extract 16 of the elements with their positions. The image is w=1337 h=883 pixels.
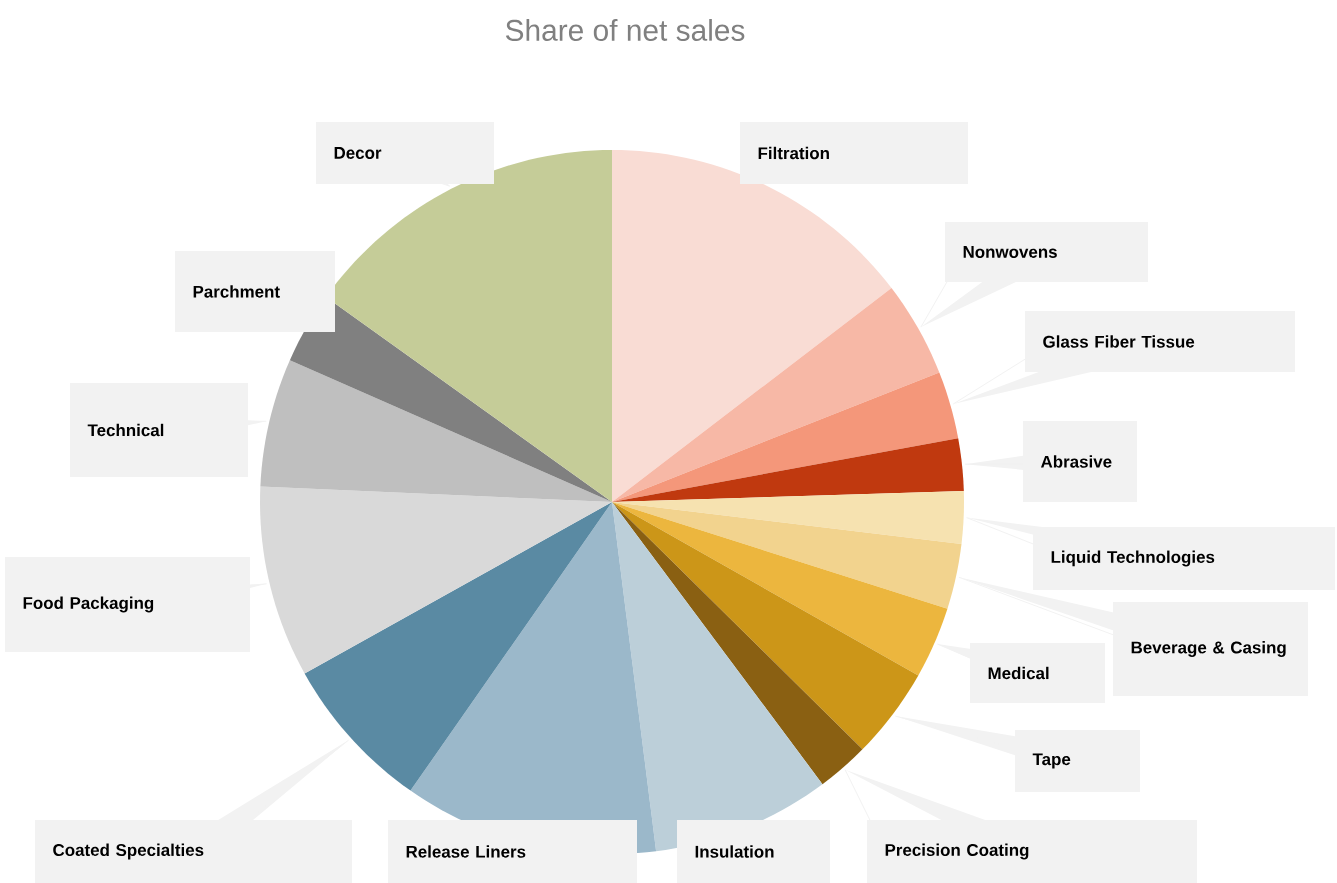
- chart-title: Share of net sales: [505, 19, 745, 41]
- slice-label: Technical: [87, 423, 164, 437]
- slice-label: Glass Fiber Tissue: [1043, 335, 1195, 348]
- slice-label: Decor: [334, 147, 382, 159]
- slice-label: Parchment: [193, 285, 280, 298]
- slice-label: Precision Coating: [885, 843, 1029, 860]
- slice-label: Nonwovens: [963, 246, 1057, 258]
- slice-label: Insulation: [695, 845, 774, 858]
- slice-label: Coated Specialties: [53, 843, 204, 860]
- slice-label: Tape: [1032, 753, 1071, 769]
- slice-label: Medical: [988, 666, 1049, 680]
- slice-label: Beverage & Casing: [1131, 641, 1286, 657]
- slice-label: Food Packaging: [23, 596, 154, 613]
- slice-label: Filtration: [758, 146, 829, 160]
- slice-label: Release Liners: [406, 845, 526, 858]
- slice-label: Liquid Technologies: [1051, 550, 1215, 567]
